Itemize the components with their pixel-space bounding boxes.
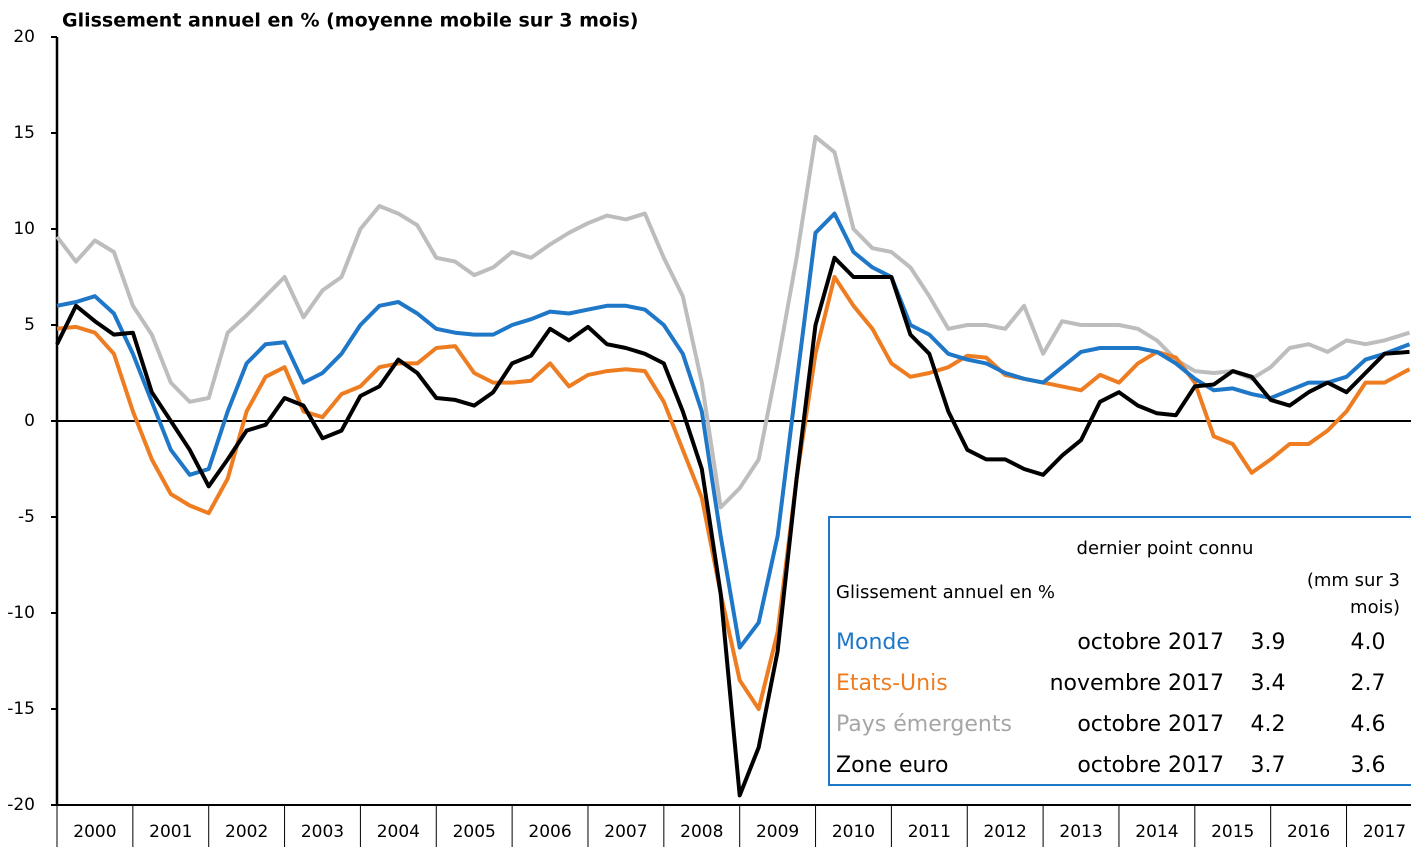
table-mm: 2.7 bbox=[1351, 671, 1386, 696]
x-tick-label: 2007 bbox=[604, 822, 647, 842]
y-tick-label: -15 bbox=[7, 699, 35, 719]
legend-name: Pays émergents bbox=[836, 712, 1012, 737]
table-date: octobre 2017 bbox=[1077, 753, 1224, 778]
x-tick-label: 2006 bbox=[528, 822, 571, 842]
table-date: octobre 2017 bbox=[1077, 630, 1224, 655]
y-tick-label: -10 bbox=[7, 603, 35, 623]
series-line bbox=[55, 134, 1411, 510]
table-value: 3.7 bbox=[1251, 753, 1286, 778]
x-tick-label: 2015 bbox=[1211, 822, 1254, 842]
x-tick-label: 2008 bbox=[680, 822, 723, 842]
series-line bbox=[56, 211, 1411, 650]
x-tick-label: 2012 bbox=[984, 822, 1027, 842]
y-tick-label: 20 bbox=[13, 27, 35, 47]
x-tick-label: 2001 bbox=[149, 822, 192, 842]
y-tick-label: 15 bbox=[13, 123, 35, 143]
x-tick-label: 2014 bbox=[1135, 822, 1178, 842]
x-tick-label: 2013 bbox=[1059, 822, 1102, 842]
table-value: 3.4 bbox=[1251, 671, 1286, 696]
x-tick-label: 2002 bbox=[225, 822, 268, 842]
x-tick-label: 2017 bbox=[1363, 822, 1406, 842]
y-tick-label: -20 bbox=[7, 795, 35, 815]
table-mm-header: mois) bbox=[1350, 597, 1400, 618]
table-mm: 3.6 bbox=[1351, 753, 1386, 778]
table-mm: 4.6 bbox=[1351, 712, 1386, 737]
x-tick-label: 2000 bbox=[73, 822, 116, 842]
x-tick-label: 2010 bbox=[832, 822, 875, 842]
x-tick-label: 2003 bbox=[301, 822, 344, 842]
legend-name: Monde bbox=[836, 630, 910, 655]
y-tick-label: 0 bbox=[24, 411, 35, 431]
x-tick-label: 2005 bbox=[453, 822, 496, 842]
chart-title: Glissement annuel en % (moyenne mobile s… bbox=[62, 10, 638, 32]
table-date: octobre 2017 bbox=[1077, 712, 1224, 737]
x-tick-label: 2004 bbox=[377, 822, 420, 842]
table-value: 4.2 bbox=[1251, 712, 1286, 737]
table-header: dernier point connu bbox=[1077, 538, 1254, 559]
y-tick-label: 10 bbox=[13, 219, 35, 239]
x-tick-label: 2011 bbox=[908, 822, 951, 842]
table-label: Glissement annuel en % bbox=[836, 582, 1055, 603]
x-tick-label: 2016 bbox=[1287, 822, 1330, 842]
legend-name: Etats-Unis bbox=[836, 671, 948, 696]
table-date: novembre 2017 bbox=[1050, 671, 1224, 696]
legend-name: Zone euro bbox=[836, 753, 949, 778]
table-mm: 4.0 bbox=[1351, 630, 1386, 655]
y-tick-label: 5 bbox=[24, 315, 35, 335]
table-value: 3.9 bbox=[1251, 630, 1286, 655]
series-line bbox=[56, 275, 1411, 711]
legend-box bbox=[828, 516, 1411, 786]
table-mm-header: (mm sur 3 bbox=[1307, 570, 1400, 591]
x-tick-label: 2009 bbox=[756, 822, 799, 842]
series-line bbox=[55, 255, 1410, 798]
y-tick-label: -5 bbox=[18, 507, 35, 527]
